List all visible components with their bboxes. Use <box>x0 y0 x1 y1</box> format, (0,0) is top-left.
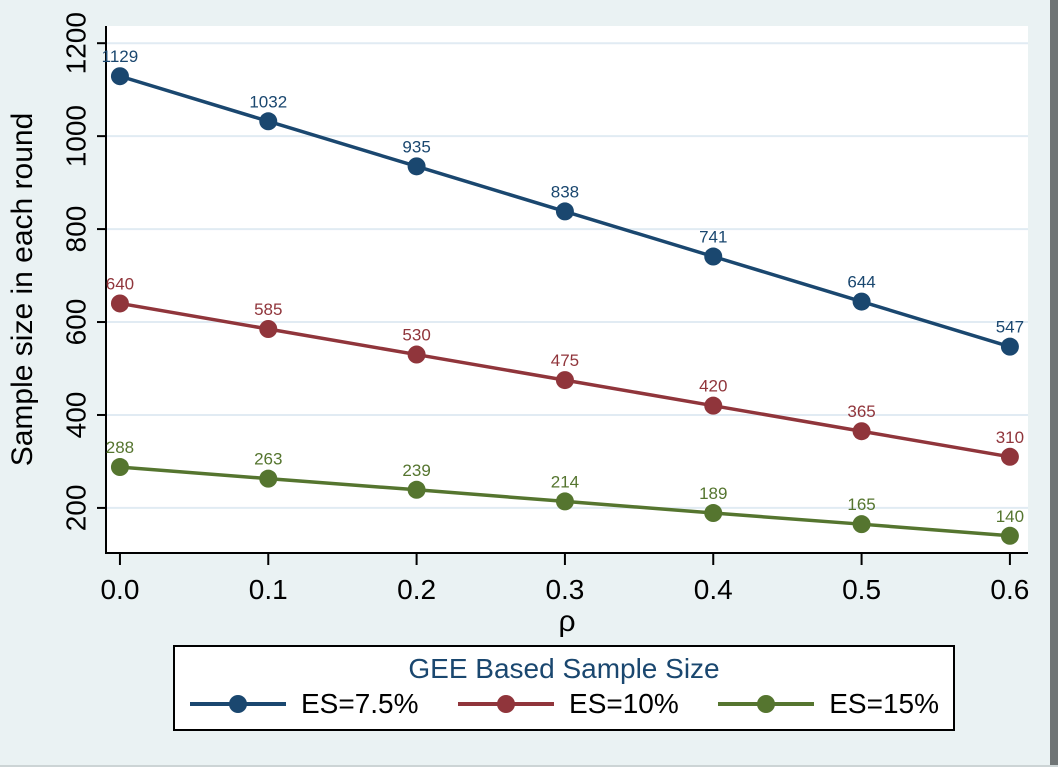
data-point-label: 239 <box>402 461 430 480</box>
data-point-label: 935 <box>402 137 430 156</box>
data-point-marker <box>704 504 723 523</box>
data-point-marker <box>1000 526 1019 545</box>
data-point-label: 214 <box>551 472 579 491</box>
legend-entry-label: ES=15% <box>829 688 939 719</box>
legend-entry-label: ES=10% <box>569 688 679 719</box>
data-point-marker <box>852 422 871 441</box>
x-axis-title: ρ <box>558 605 575 638</box>
y-axis-title: Sample size in each round <box>6 113 39 467</box>
plot-background <box>106 26 1028 553</box>
window-bottom-edge <box>0 765 1058 767</box>
legend: GEE Based Sample Size ES=7.5% ES=10% <box>173 645 955 731</box>
data-point-marker <box>1000 337 1019 356</box>
data-point-marker <box>110 294 129 313</box>
data-point-label: 1032 <box>249 92 287 111</box>
window-right-edge <box>1050 0 1058 767</box>
x-tick-label: 0.0 <box>100 574 139 605</box>
data-point-marker <box>259 469 278 488</box>
y-tick-label: 800 <box>60 206 91 253</box>
data-point-label: 1129 <box>102 47 139 66</box>
data-point-label: 530 <box>402 326 430 345</box>
data-point-label: 310 <box>996 428 1024 447</box>
data-point-marker <box>407 157 426 176</box>
legend-entry-es-15: ES=15% <box>717 688 939 720</box>
data-point-marker <box>407 480 426 499</box>
legend-entry-es-7-5: ES=7.5% <box>189 688 419 720</box>
legend-entry-es-10: ES=10% <box>457 688 679 720</box>
x-tick-label: 0.2 <box>397 574 436 605</box>
data-point-marker <box>555 202 574 221</box>
data-point-label: 288 <box>106 438 134 457</box>
data-point-label: 475 <box>551 351 579 370</box>
legend-entries: ES=7.5% ES=10% ES=15% <box>175 686 953 726</box>
data-point-marker <box>852 515 871 534</box>
data-point-label: 263 <box>254 450 282 469</box>
data-point-label: 165 <box>847 495 875 514</box>
data-point-marker <box>1000 447 1019 466</box>
data-point-label: 644 <box>847 273 875 292</box>
data-point-marker <box>259 320 278 339</box>
data-point-label: 365 <box>847 402 875 421</box>
x-tick-label: 0.5 <box>842 574 881 605</box>
data-point-label: 640 <box>106 274 134 293</box>
y-tick-label: 200 <box>60 485 91 532</box>
y-tick-label: 1000 <box>60 105 91 167</box>
data-point-label: 585 <box>254 300 282 319</box>
x-tick-label: 0.6 <box>990 574 1029 605</box>
data-point-marker <box>110 458 129 477</box>
data-point-label: 838 <box>551 182 579 201</box>
data-point-label: 741 <box>699 228 727 247</box>
data-point-marker <box>110 67 129 86</box>
y-tick-label: 1200 <box>60 12 91 74</box>
x-tick-label: 0.3 <box>545 574 584 605</box>
legend-entry-label: ES=7.5% <box>301 688 419 719</box>
data-point-marker <box>704 247 723 266</box>
data-point-marker <box>407 345 426 364</box>
data-point-marker <box>704 396 723 415</box>
data-point-label: 420 <box>699 377 727 396</box>
data-point-marker <box>852 292 871 311</box>
data-point-label: 140 <box>996 507 1024 526</box>
legend-line-sample-icon <box>458 695 555 713</box>
data-point-label: 189 <box>699 484 727 503</box>
x-tick-label: 0.4 <box>694 574 733 605</box>
y-tick-label: 600 <box>60 299 91 346</box>
legend-line-sample-icon <box>190 695 286 713</box>
data-point-label: 547 <box>996 318 1024 337</box>
data-point-marker <box>259 112 278 131</box>
x-tick-label: 0.1 <box>249 574 288 605</box>
data-point-marker <box>555 492 574 511</box>
legend-title: GEE Based Sample Size <box>408 653 720 684</box>
y-tick-label: 400 <box>60 392 91 439</box>
data-point-marker <box>555 371 574 390</box>
legend-line-sample-icon <box>718 695 815 713</box>
